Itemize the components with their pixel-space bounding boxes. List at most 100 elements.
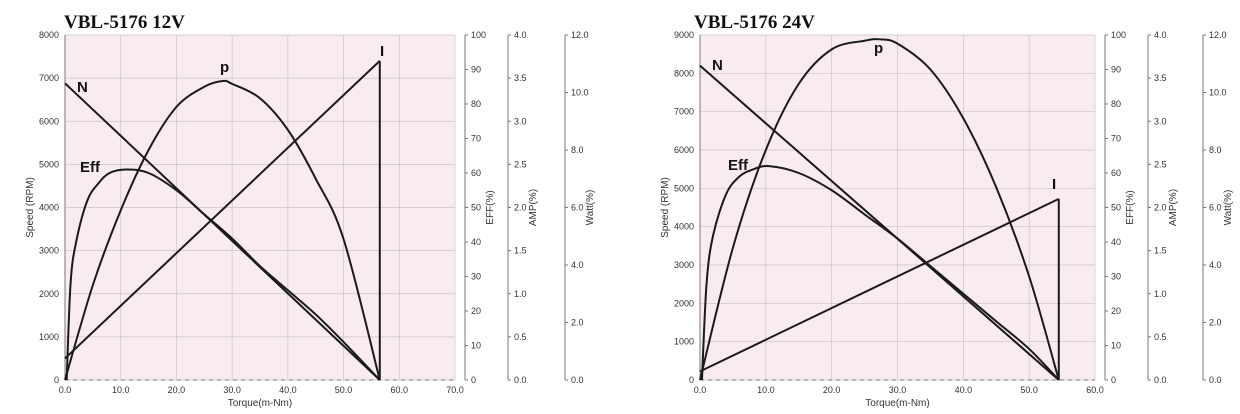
- watt-tick-label: 6.0: [1209, 203, 1222, 213]
- speed-axis-label: Speed (RPM): [25, 177, 36, 238]
- eff-tick-label: 40: [471, 237, 481, 247]
- curve-label-p: p: [874, 40, 883, 57]
- eff-tick-label: 90: [471, 65, 481, 75]
- amp-tick-label: 4.0: [514, 30, 527, 40]
- x-tick-label: 50.0: [335, 385, 353, 395]
- chart-2: VBL-5176 24V 0.0 10.0 20.0 30.0 40.0 50.0 60.0 0…: [660, 12, 1234, 409]
- eff-tick-label: 90: [1111, 65, 1121, 75]
- curve-n: [64, 82, 381, 381]
- watt-tick-label: 8.0: [571, 145, 584, 155]
- x-axis-label: Torque(m-Nm): [228, 398, 292, 409]
- speed-tick-label: 0: [54, 375, 59, 385]
- watt-tick-label: 0.0: [571, 375, 584, 385]
- speed-tick-label: 3000: [674, 260, 694, 270]
- x-axis-label: Torque(m-Nm): [865, 398, 929, 409]
- x-tick-label: 30.0: [223, 385, 241, 395]
- speed-axis-label: Speed (RPM): [660, 177, 671, 238]
- speed-tick-label: 3000: [39, 246, 59, 256]
- watt-tick-label: 2.0: [571, 318, 584, 328]
- eff-tick-label: 50: [471, 203, 481, 213]
- speed-tick-label: 7000: [39, 73, 59, 83]
- curve-n: [699, 64, 1060, 381]
- amp-tick-label: 3.0: [1154, 116, 1167, 126]
- amp-tick-label: 3.5: [1154, 73, 1167, 83]
- eff-tick-label: 100: [471, 30, 486, 40]
- curve-label-eff: Eff: [80, 159, 101, 176]
- eff-tick-label: 100: [1111, 30, 1126, 40]
- x-tick-label: 70.0: [446, 385, 464, 395]
- curve-label-i: I: [380, 43, 384, 60]
- speed-tick-label: 1000: [39, 332, 59, 342]
- watt-tick-label: 12.0: [571, 30, 589, 40]
- x-tick-label: 50.0: [1020, 385, 1038, 395]
- amp-tick-label: 3.5: [514, 73, 527, 83]
- eff-tick-label: 80: [471, 99, 481, 109]
- watt-tick-label: 2.0: [1209, 318, 1222, 328]
- amp-tick-label: 2.5: [1154, 159, 1167, 169]
- eff-tick-label: 10: [471, 341, 481, 351]
- curve-p: [699, 38, 1060, 381]
- eff-tick-label: 20: [1111, 306, 1121, 316]
- watt-tick-label: 4.0: [1209, 260, 1222, 270]
- eff-tick-label: 30: [471, 272, 481, 282]
- speed-tick-label: 2000: [674, 298, 694, 308]
- speed-tick-label: 6000: [674, 145, 694, 155]
- x-tick-label: 10.0: [757, 385, 775, 395]
- curve-p: [64, 79, 381, 381]
- curve-i: [699, 197, 1060, 373]
- speed-tick-label: 6000: [39, 116, 59, 126]
- eff-tick-label: 70: [471, 134, 481, 144]
- speed-tick-label: 8000: [674, 68, 694, 78]
- eff-tick-label: 40: [1111, 237, 1121, 247]
- x-tick-label: 20.0: [823, 385, 841, 395]
- curve-label-i: I: [1052, 176, 1056, 193]
- chart-title: VBL-5176 24V: [694, 12, 815, 33]
- curve-label-n: N: [712, 57, 723, 74]
- speed-tick-label: 0: [689, 375, 694, 385]
- x-tick-label: 10.0: [112, 385, 130, 395]
- amp-tick-label: 2.0: [1154, 203, 1167, 213]
- curve-eff: [65, 168, 381, 381]
- amp-tick-label: 1.5: [1154, 246, 1167, 256]
- x-tick-label: 20.0: [168, 385, 186, 395]
- amp-axis-label: AMP(%): [1168, 189, 1179, 226]
- amp-tick-label: 1.0: [1154, 289, 1167, 299]
- amp-tick-label: 1.5: [514, 246, 527, 256]
- eff-tick-label: 30: [1111, 272, 1121, 282]
- chart-1: VBL-5176 12V 0.0 10.0 20.0 30.0 40.0 50.0 60.0 7…: [25, 12, 596, 409]
- eff-tick-label: 50: [1111, 203, 1121, 213]
- speed-tick-label: 7000: [674, 107, 694, 117]
- curve-label-n: N: [77, 79, 88, 96]
- x-tick-label: 60.0: [391, 385, 409, 395]
- amp-tick-label: 2.0: [514, 203, 527, 213]
- watt-axis-label: Watt(%): [585, 190, 596, 226]
- speed-tick-label: 5000: [674, 183, 694, 193]
- curve-eff: [700, 165, 1060, 381]
- speed-tick-label: 2000: [39, 289, 59, 299]
- amp-tick-label: 0.5: [514, 332, 527, 342]
- speed-tick-label: 1000: [674, 337, 694, 347]
- watt-tick-label: 10.0: [571, 88, 589, 98]
- amp-tick-label: 0.5: [1154, 332, 1167, 342]
- watt-tick-label: 8.0: [1209, 145, 1222, 155]
- eff-tick-label: 70: [1111, 134, 1121, 144]
- amp-tick-label: 0.0: [1154, 375, 1167, 385]
- eff-axis-label: EFF(%): [1125, 190, 1136, 224]
- eff-tick-label: 10: [1111, 341, 1121, 351]
- eff-tick-label: 20: [471, 306, 481, 316]
- x-tick-label: 0.0: [694, 385, 707, 395]
- amp-axis-label: AMP(%): [528, 189, 539, 226]
- curve-label-p: p: [220, 59, 229, 76]
- speed-tick-label: 8000: [39, 30, 59, 40]
- amp-tick-label: 4.0: [1154, 30, 1167, 40]
- x-tick-label: 60.0: [1086, 385, 1104, 395]
- amp-tick-label: 1.0: [514, 289, 527, 299]
- watt-tick-label: 6.0: [571, 203, 584, 213]
- watt-tick-label: 0.0: [1209, 375, 1222, 385]
- x-tick-label: 40.0: [955, 385, 973, 395]
- amp-tick-label: 2.5: [514, 159, 527, 169]
- x-tick-label: 30.0: [889, 385, 907, 395]
- x-tick-label: 40.0: [279, 385, 297, 395]
- eff-tick-label: 0: [1111, 375, 1116, 385]
- eff-axis-label: EFF(%): [485, 190, 496, 224]
